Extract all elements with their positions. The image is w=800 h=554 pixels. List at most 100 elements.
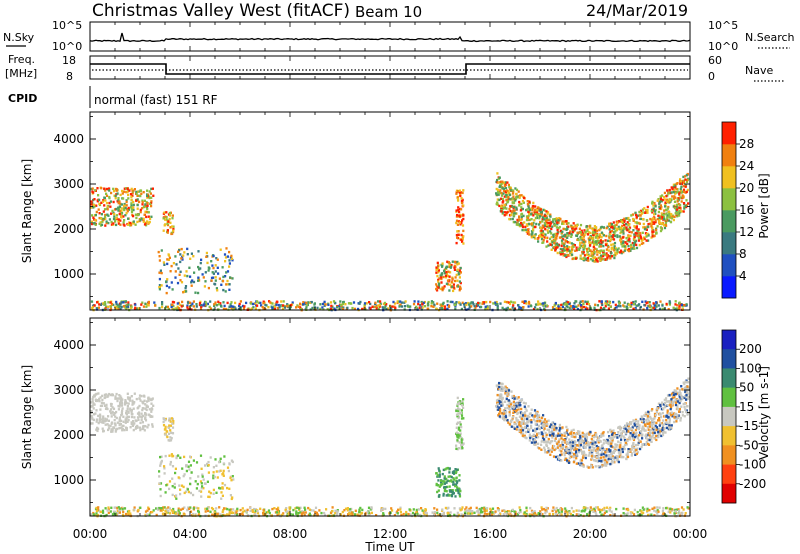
echo-cell — [175, 456, 178, 460]
echo-cell — [636, 222, 639, 225]
echo-cell — [170, 417, 173, 420]
echo-cell — [540, 211, 543, 214]
echo-cell — [368, 301, 371, 304]
echo-cell — [213, 303, 216, 306]
echo-cell — [455, 481, 459, 484]
echo-cell — [644, 429, 647, 432]
echo-cell — [453, 303, 456, 307]
echo-cell — [661, 425, 664, 428]
echo-cell — [109, 200, 112, 203]
echo-cell — [220, 305, 223, 308]
echo-cell — [110, 421, 114, 424]
echo-cell — [124, 399, 127, 402]
echo-cell — [575, 300, 578, 303]
echo-cell — [212, 488, 215, 492]
echo-cell — [676, 404, 679, 407]
echo-cell — [621, 229, 624, 232]
echo-cell — [549, 243, 552, 246]
echo-cell — [623, 447, 626, 451]
echo-cell — [179, 488, 182, 491]
echo-cell — [636, 232, 639, 235]
echo-cell — [659, 422, 662, 426]
echo-cell — [183, 290, 186, 293]
echo-cell — [103, 396, 106, 400]
echo-cell — [518, 401, 521, 404]
echo-cell — [169, 214, 172, 217]
echo-cell — [636, 427, 639, 430]
echo-cell — [625, 307, 628, 310]
echo-cell — [481, 301, 485, 304]
echo-cell — [228, 487, 231, 490]
echo-cell — [144, 413, 147, 416]
echo-cell — [135, 307, 138, 310]
echo-cell — [643, 303, 646, 307]
echo-cell — [458, 276, 461, 279]
echo-cell — [454, 276, 457, 279]
echo-cell — [306, 304, 309, 307]
echo-cell — [573, 228, 576, 231]
echo-cell — [459, 271, 462, 274]
echo-cell — [158, 277, 161, 281]
echo-cell — [183, 473, 186, 476]
echo-cell — [459, 266, 462, 270]
echo-cell — [572, 228, 575, 231]
echo-cell — [130, 198, 133, 202]
echo-cell — [168, 256, 171, 259]
echo-cell — [637, 236, 640, 240]
echo-cell — [438, 277, 441, 280]
echo-cell — [129, 306, 133, 310]
echo-cell — [608, 436, 611, 440]
echo-cell — [199, 300, 202, 304]
echo-cell — [171, 225, 174, 228]
echo-cell — [161, 303, 164, 306]
echo-cell — [146, 303, 149, 306]
echo-cell — [162, 229, 165, 232]
echo-cell — [498, 381, 501, 385]
echo-cell — [598, 459, 601, 463]
echo-cell — [135, 190, 138, 194]
echo-cell — [161, 301, 164, 304]
echo-cell — [506, 201, 509, 204]
echo-cell — [657, 430, 660, 434]
echo-cell — [561, 220, 564, 223]
echo-cell — [602, 249, 605, 252]
echo-cell — [374, 301, 377, 304]
echo-cell — [668, 393, 671, 397]
echo-cell — [162, 261, 165, 264]
echo-cell — [540, 237, 544, 241]
echo-cell — [461, 198, 464, 202]
echo-cell — [526, 208, 529, 211]
echo-cell — [103, 208, 107, 211]
echo-cell — [519, 209, 522, 212]
echo-cell — [146, 220, 149, 223]
echo-cell — [393, 302, 397, 305]
echo-cell — [142, 191, 145, 194]
echo-cell — [140, 412, 143, 415]
echo-cell — [558, 438, 561, 441]
echo-cell — [578, 448, 581, 452]
echo-cell — [172, 301, 176, 304]
echo-cell — [588, 444, 591, 447]
echo-cell — [674, 192, 677, 195]
echo-cell — [680, 191, 683, 194]
echo-cell — [571, 257, 574, 261]
echo-cell — [570, 442, 573, 445]
echo-cell — [587, 247, 591, 250]
echo-cell — [206, 480, 209, 483]
echo-cell — [649, 217, 652, 221]
echo-cell — [627, 424, 630, 428]
echo-cell — [562, 247, 565, 251]
echo-cell — [608, 453, 611, 457]
echo-cell — [228, 259, 231, 262]
echo-cell — [597, 241, 601, 244]
echo-cell — [462, 214, 465, 217]
echo-cell — [125, 413, 128, 416]
echo-cell — [635, 225, 638, 228]
echo-cell — [143, 429, 146, 432]
echo-cell — [451, 260, 454, 263]
echo-cell — [585, 436, 589, 439]
echo-cell — [101, 200, 105, 203]
echo-cell — [542, 239, 545, 242]
echo-cell — [541, 230, 544, 233]
echo-cell — [649, 222, 652, 225]
